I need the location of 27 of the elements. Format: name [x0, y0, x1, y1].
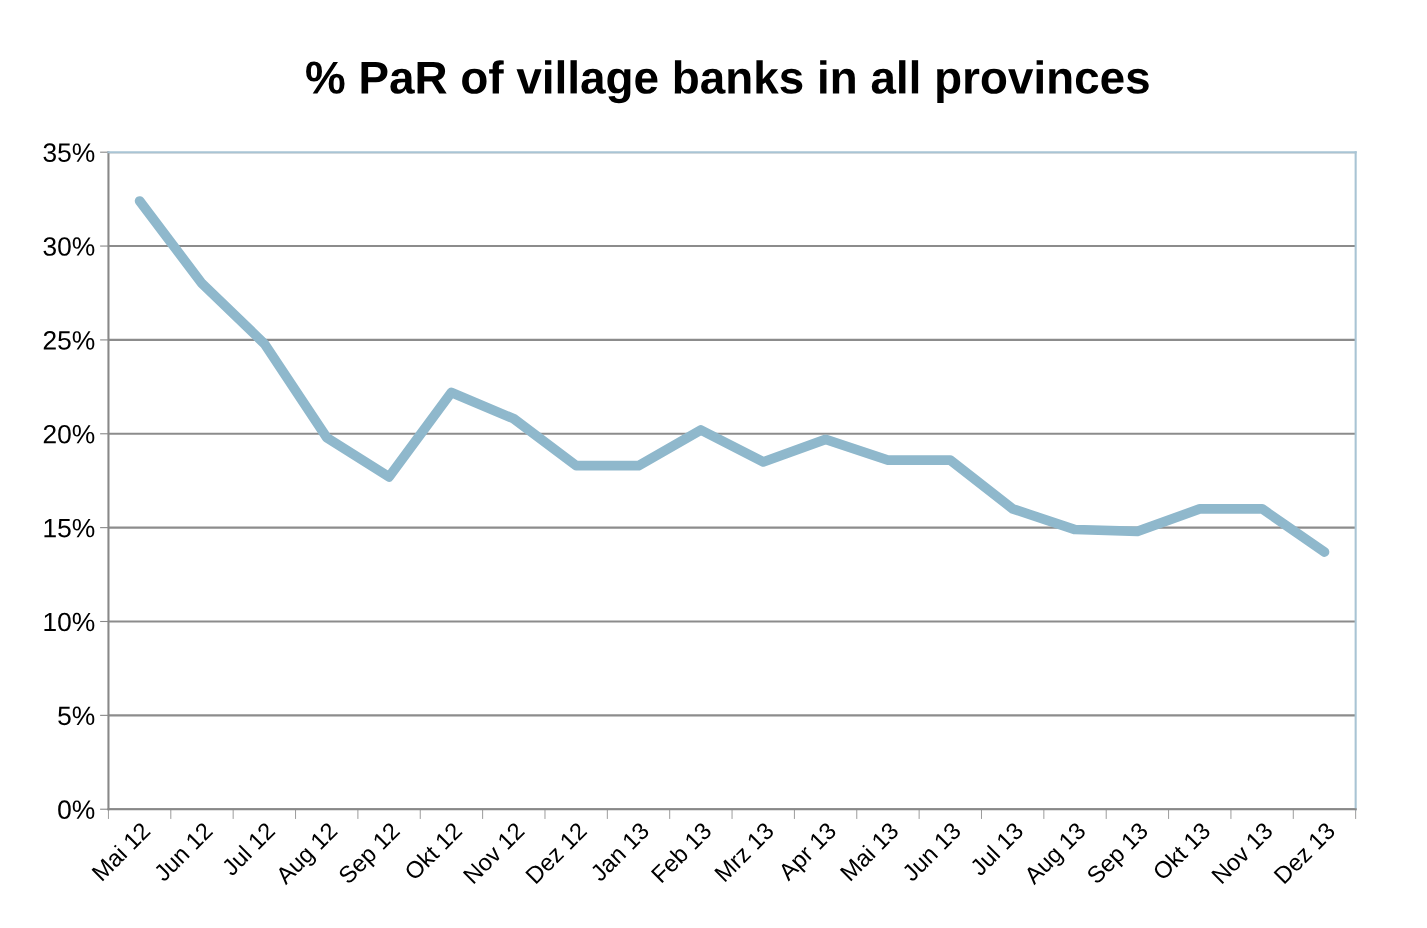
y-tick-label: 25%: [43, 331, 95, 350]
x-tick-label: Sep 13: [1085, 821, 1153, 889]
x-tick-label: Apr 13: [776, 821, 841, 886]
x-tick-label: Jan 13: [589, 821, 651, 883]
y-tick-label: 35%: [43, 143, 95, 163]
x-tick-label: Jul 12: [220, 821, 276, 877]
y-tick-label: 0%: [58, 800, 95, 820]
y-tick-label: 20%: [43, 424, 95, 444]
chart-title: % PaR of village banks in all provinces: [306, 60, 1149, 104]
x-tick-label: Nov 12: [462, 821, 526, 885]
x-tick-label: Feb 13: [650, 821, 713, 884]
y-tick-label: 30%: [43, 237, 95, 256]
x-tick-label: Okt 13: [1151, 821, 1212, 881]
x-tick-label: Dez 13: [1273, 821, 1336, 885]
y-tick-label: 5%: [58, 706, 95, 726]
x-tick-label: Mrz 13: [714, 821, 775, 883]
x-tick-label: Dez 12: [525, 821, 588, 885]
x-tick-label: Nov 13: [1211, 821, 1274, 885]
x-tick-label: Mai 13: [839, 821, 900, 882]
x-tick-label: Jun 13: [900, 821, 962, 883]
y-tick-label: 15%: [44, 518, 95, 538]
x-tick-label: Jun 12: [152, 821, 214, 883]
x-tick-label: Okt 12: [403, 821, 463, 881]
x-tick-label: Sep 12: [337, 821, 404, 889]
x-tick-label: Mai 12: [90, 821, 152, 882]
x-tick-label: Jul 13: [968, 821, 1025, 877]
y-tick-label: 10%: [44, 612, 95, 632]
